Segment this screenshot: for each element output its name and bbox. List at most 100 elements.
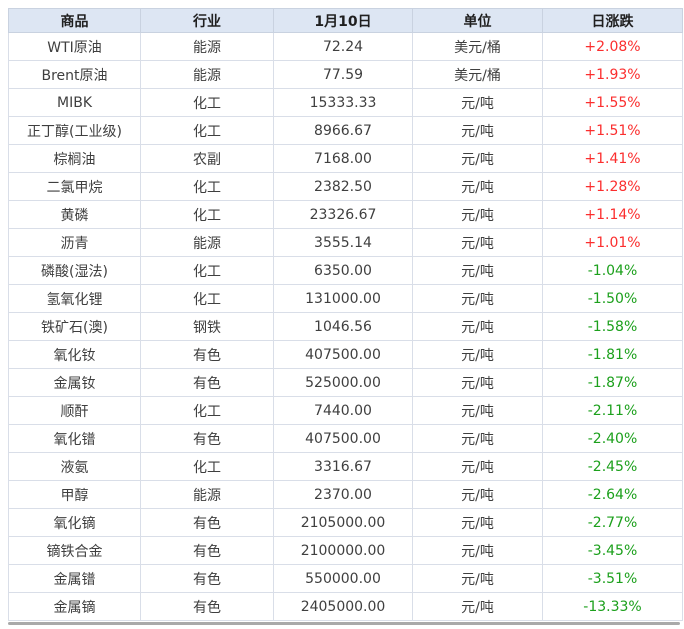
cell-unit: 元/吨 <box>412 88 543 117</box>
cell-industry: 有色 <box>140 536 274 565</box>
cell-industry: 钢铁 <box>140 312 274 341</box>
table-row: 二氯甲烷 化工 2382.50 元/吨 +1.28% <box>8 172 683 201</box>
cell-change: -2.77% <box>542 508 683 537</box>
cell-price: 1046.56 <box>273 312 413 341</box>
cell-change: +1.93% <box>542 60 683 89</box>
header-change: 日涨跌 <box>542 8 683 33</box>
cell-unit: 美元/桶 <box>412 60 543 89</box>
cell-price: 8966.67 <box>273 116 413 145</box>
cell-commodity: 氢氧化锂 <box>8 284 141 313</box>
cell-change: +1.01% <box>542 228 683 257</box>
cell-price: 77.59 <box>273 60 413 89</box>
horizontal-scrollbar[interactable] <box>8 622 680 625</box>
cell-unit: 元/吨 <box>412 172 543 201</box>
table-row: 金属钕 有色 525000.00 元/吨 -1.87% <box>8 368 683 397</box>
cell-price: 6350.00 <box>273 256 413 285</box>
cell-unit: 元/吨 <box>412 424 543 453</box>
cell-price: 2382.50 <box>273 172 413 201</box>
cell-industry: 有色 <box>140 592 274 621</box>
cell-industry: 化工 <box>140 172 274 201</box>
cell-industry: 能源 <box>140 228 274 257</box>
cell-change: +1.28% <box>542 172 683 201</box>
cell-unit: 元/吨 <box>412 368 543 397</box>
cell-industry: 化工 <box>140 116 274 145</box>
cell-price: 2105000.00 <box>273 508 413 537</box>
cell-commodity: MIBK <box>8 88 141 117</box>
cell-commodity: 金属镝 <box>8 592 141 621</box>
cell-commodity: 液氨 <box>8 452 141 481</box>
cell-change: +1.41% <box>542 144 683 173</box>
cell-change: +1.14% <box>542 200 683 229</box>
cell-industry: 化工 <box>140 200 274 229</box>
cell-price: 2370.00 <box>273 480 413 509</box>
cell-change: -3.45% <box>542 536 683 565</box>
cell-unit: 元/吨 <box>412 564 543 593</box>
cell-change: -2.64% <box>542 480 683 509</box>
header-date: 1月10日 <box>273 8 413 33</box>
cell-change: -2.11% <box>542 396 683 425</box>
cell-commodity: Brent原油 <box>8 60 141 89</box>
cell-unit: 元/吨 <box>412 228 543 257</box>
table-header: 商品 行业 1月10日 单位 日涨跌 <box>8 8 683 33</box>
cell-change: -1.58% <box>542 312 683 341</box>
cell-industry: 化工 <box>140 284 274 313</box>
cell-unit: 元/吨 <box>412 396 543 425</box>
table-row: 黄磷 化工 23326.67 元/吨 +1.14% <box>8 200 683 229</box>
cell-unit: 元/吨 <box>412 312 543 341</box>
table-row: 磷酸(湿法) 化工 6350.00 元/吨 -1.04% <box>8 256 683 285</box>
table-row: 沥青 能源 3555.14 元/吨 +1.01% <box>8 228 683 257</box>
table-row: 液氨 化工 3316.67 元/吨 -2.45% <box>8 452 683 481</box>
cell-industry: 能源 <box>140 480 274 509</box>
cell-unit: 元/吨 <box>412 256 543 285</box>
cell-commodity: 甲醇 <box>8 480 141 509</box>
cell-commodity: 金属钕 <box>8 368 141 397</box>
table-row: 金属镝 有色 2405000.00 元/吨 -13.33% <box>8 592 683 621</box>
cell-price: 525000.00 <box>273 368 413 397</box>
table-row: 正丁醇(工业级) 化工 8966.67 元/吨 +1.51% <box>8 116 683 145</box>
cell-unit: 元/吨 <box>412 480 543 509</box>
cell-change: -13.33% <box>542 592 683 621</box>
cell-commodity: 金属镨 <box>8 564 141 593</box>
table-row: 镝铁合金 有色 2100000.00 元/吨 -3.45% <box>8 536 683 565</box>
table-row: WTI原油 能源 72.24 美元/桶 +2.08% <box>8 32 683 61</box>
table-row: 金属镨 有色 550000.00 元/吨 -3.51% <box>8 564 683 593</box>
cell-change: -3.51% <box>542 564 683 593</box>
cell-industry: 农副 <box>140 144 274 173</box>
header-row: 商品 行业 1月10日 单位 日涨跌 <box>8 8 683 33</box>
cell-price: 2405000.00 <box>273 592 413 621</box>
table-row: MIBK 化工 15333.33 元/吨 +1.55% <box>8 88 683 117</box>
cell-unit: 元/吨 <box>412 592 543 621</box>
cell-commodity: 顺酐 <box>8 396 141 425</box>
cell-unit: 元/吨 <box>412 116 543 145</box>
cell-unit: 元/吨 <box>412 284 543 313</box>
cell-commodity: 黄磷 <box>8 200 141 229</box>
table-row: 棕榈油 农副 7168.00 元/吨 +1.41% <box>8 144 683 173</box>
cell-price: 7440.00 <box>273 396 413 425</box>
cell-change: +1.55% <box>542 88 683 117</box>
header-commodity: 商品 <box>8 8 141 33</box>
cell-unit: 元/吨 <box>412 200 543 229</box>
cell-industry: 有色 <box>140 508 274 537</box>
cell-commodity: 氧化镨 <box>8 424 141 453</box>
table-row: 氢氧化锂 化工 131000.00 元/吨 -1.50% <box>8 284 683 313</box>
header-industry: 行业 <box>140 8 274 33</box>
table-row: 氧化镨 有色 407500.00 元/吨 -2.40% <box>8 424 683 453</box>
cell-unit: 元/吨 <box>412 340 543 369</box>
cell-unit: 元/吨 <box>412 452 543 481</box>
cell-industry: 有色 <box>140 424 274 453</box>
cell-industry: 有色 <box>140 564 274 593</box>
cell-change: -1.81% <box>542 340 683 369</box>
table-body: WTI原油 能源 72.24 美元/桶 +2.08% Brent原油 能源 77.59 美元/桶… <box>8 32 683 621</box>
cell-industry: 化工 <box>140 256 274 285</box>
cell-price: 3555.14 <box>273 228 413 257</box>
cell-change: -1.50% <box>542 284 683 313</box>
table-row: 氧化镝 有色 2105000.00 元/吨 -2.77% <box>8 508 683 537</box>
cell-price: 3316.67 <box>273 452 413 481</box>
table-row: 甲醇 能源 2370.00 元/吨 -2.64% <box>8 480 683 509</box>
header-unit: 单位 <box>412 8 543 33</box>
cell-price: 7168.00 <box>273 144 413 173</box>
cell-price: 407500.00 <box>273 340 413 369</box>
cell-price: 407500.00 <box>273 424 413 453</box>
cell-industry: 能源 <box>140 32 274 61</box>
